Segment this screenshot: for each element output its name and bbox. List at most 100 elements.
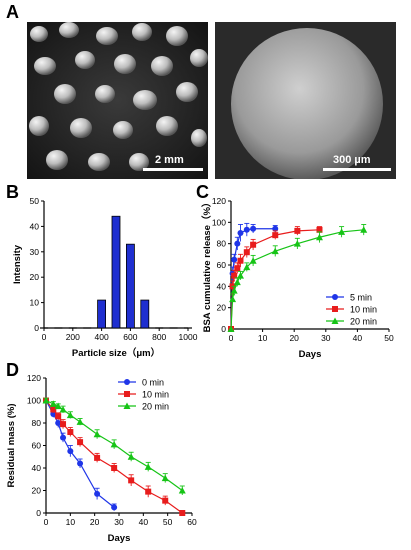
data-point [110,440,118,448]
series-line [230,229,320,330]
data-point [178,487,186,494]
data-point [243,263,251,271]
y-tick-label: 40 [32,463,42,473]
x-tick-label: 600 [123,332,137,342]
y-tick-label: 0 [221,324,226,334]
data-point [128,477,135,484]
x-tick-label: 40 [139,517,149,527]
y-tick-label: 50 [30,196,40,206]
y-tick-label: 0 [36,508,41,518]
x-axis-label: Days [108,533,131,544]
data-point [315,233,323,241]
data-point [67,429,74,435]
x-tick-label: 10 [258,333,268,343]
x-tick-label: 40 [353,333,363,343]
data-point [66,411,74,419]
data-point [231,272,238,279]
sem-microspheres-art [27,22,208,179]
panel-label-c: C [196,182,209,202]
y-tick-label: 30 [30,247,40,257]
sem-image-single-sphere: 300 µm [215,22,396,179]
data-point [338,228,346,235]
bar [140,299,150,329]
chart-bsa-release: 0 20 40 60 80 100 120 0 10 20 30 40 50 5 min 10 min 20 … [201,196,394,360]
data-point [145,488,152,495]
y-tick-label: 100 [27,396,41,406]
y-tick-label: 20 [217,303,227,313]
x-tick-label: 1000 [179,332,198,342]
data-point [227,325,235,332]
x-tick-label: 20 [289,333,299,343]
data-point [111,465,118,471]
data-point [93,430,101,438]
x-tick-label: 30 [321,333,331,343]
x-tick-label: 60 [187,517,197,527]
data-point [94,490,101,497]
data-point [49,400,57,407]
y-tick-label: 0 [34,323,39,333]
data-point [60,434,67,441]
scale-bar [143,168,203,171]
data-point [249,257,257,264]
data-point [54,402,62,410]
data-point [77,439,84,446]
data-point [230,287,238,294]
x-tick-label: 50 [384,333,394,343]
x-tick-label: 50 [163,517,173,527]
x-tick-label: 0 [44,517,49,527]
data-point [360,226,368,233]
data-point [50,406,57,413]
y-tick-label: 80 [217,239,227,249]
y-tick-label: 100 [212,217,226,227]
y-tick-label: 80 [32,418,42,428]
scale-bar [323,168,391,171]
data-point [144,463,152,470]
y-tick-label: 10 [30,298,40,308]
data-point [250,225,257,232]
legend-label: 10 min [142,390,169,400]
data-point [237,257,244,264]
bar [97,299,106,329]
bar [111,215,121,329]
legend-label: 0 min [142,378,164,388]
data-point [59,406,67,413]
legend-marker [123,402,131,409]
legend-marker [332,294,338,300]
data-point [161,474,169,482]
y-tick-label: 40 [30,221,40,231]
data-point [236,272,244,279]
data-point [243,226,250,233]
y-tick-label: 20 [30,272,40,282]
x-tick-label: 200 [66,332,80,342]
data-point [293,240,301,247]
y-tick-label: 20 [32,486,42,496]
y-axis-label: BSA cumulative release（%） [201,198,213,333]
panel-label-a: A [6,2,19,22]
chart-residual-mass: 0 20 40 60 80 100 120 0 10 20 30 40 50 60 0 min 10 min 2… [6,373,197,544]
y-tick-label: 40 [217,281,227,291]
y-tick-label: 60 [217,260,227,270]
data-point [231,256,238,263]
x-tick-label: 0 [229,333,234,343]
data-point [42,397,50,404]
panel-label-d: D [6,360,19,380]
sem-single-sphere-art [215,22,396,179]
scale-bar-label: 2 mm [155,154,184,166]
data-point [316,226,323,233]
sem-image-microspheres: 2 mm [27,22,208,179]
data-point [243,249,250,256]
x-tick-label: 800 [152,332,166,342]
scale-bar-label: 300 µm [333,154,371,166]
data-point [55,420,62,426]
y-axis-label: Intensity [12,244,23,284]
legend-label: 10 min [350,305,377,315]
legend-label: 5 min [350,293,372,303]
data-point [229,295,237,303]
data-point [162,497,169,504]
legend-label: 20 min [142,402,169,412]
legend-marker [332,306,338,312]
data-point [60,421,67,428]
data-point [76,418,84,425]
data-point [67,448,74,455]
panel-label-b: B [6,182,19,202]
